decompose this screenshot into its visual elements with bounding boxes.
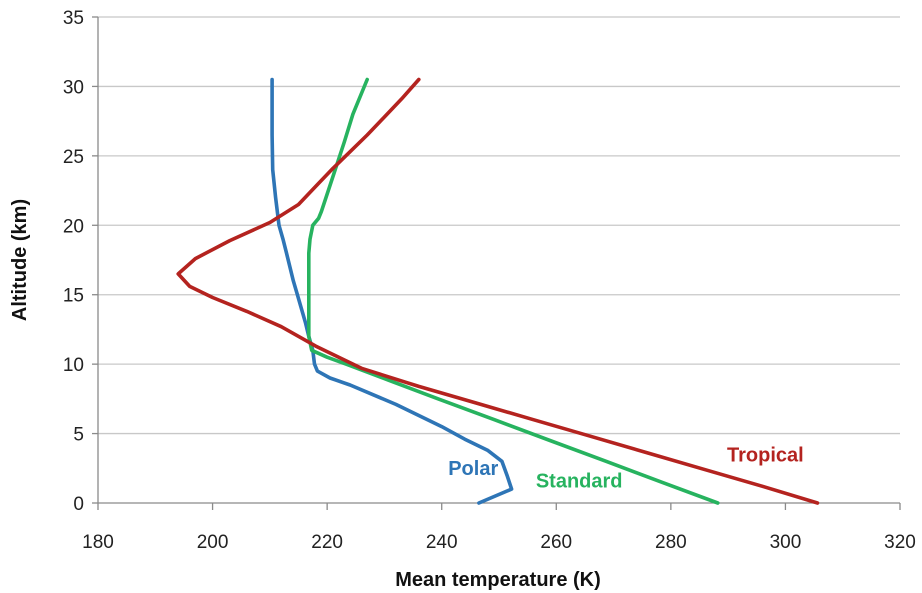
y-axis-title: Altitude (km): [9, 199, 31, 321]
y-tick-label-20: 20: [63, 216, 84, 237]
x-tick-label-240: 240: [426, 532, 458, 553]
tick-labels: 0 5 10 15 20 25 30 35 180 200 220 240 260 280 300 320: [63, 8, 916, 553]
x-tick-label-260: 260: [540, 532, 572, 553]
series-line-tropical: [176, 77, 820, 505]
x-tick-label-280: 280: [655, 532, 687, 553]
series-label-standard: Standard: [536, 471, 623, 493]
axes: [92, 16, 901, 510]
y-tick-label-30: 30: [63, 77, 84, 98]
x-tick-label-200: 200: [197, 532, 229, 553]
x-tick-label-300: 300: [770, 532, 802, 553]
x-axis-title: Mean temperature (K): [395, 569, 601, 591]
y-tick-label-15: 15: [63, 286, 84, 307]
x-tick-label-220: 220: [311, 532, 343, 553]
series-label-polar: Polar: [448, 458, 498, 480]
y-tick-label-10: 10: [63, 355, 84, 376]
y-tick-label-0: 0: [73, 494, 84, 515]
y-tick-label-5: 5: [73, 425, 84, 446]
y-tick-label-35: 35: [63, 8, 84, 29]
series-labels: Polar Standard Tropical: [448, 444, 804, 492]
x-tick-label-320: 320: [884, 532, 916, 553]
x-tick-label-180: 180: [82, 532, 114, 553]
series-line-standard: [306, 77, 720, 505]
y-tick-label-25: 25: [63, 147, 84, 168]
series-line-polar: [270, 77, 514, 505]
series-lines: [176, 77, 820, 505]
gridlines: [98, 16, 900, 435]
series-label-tropical: Tropical: [727, 444, 804, 466]
